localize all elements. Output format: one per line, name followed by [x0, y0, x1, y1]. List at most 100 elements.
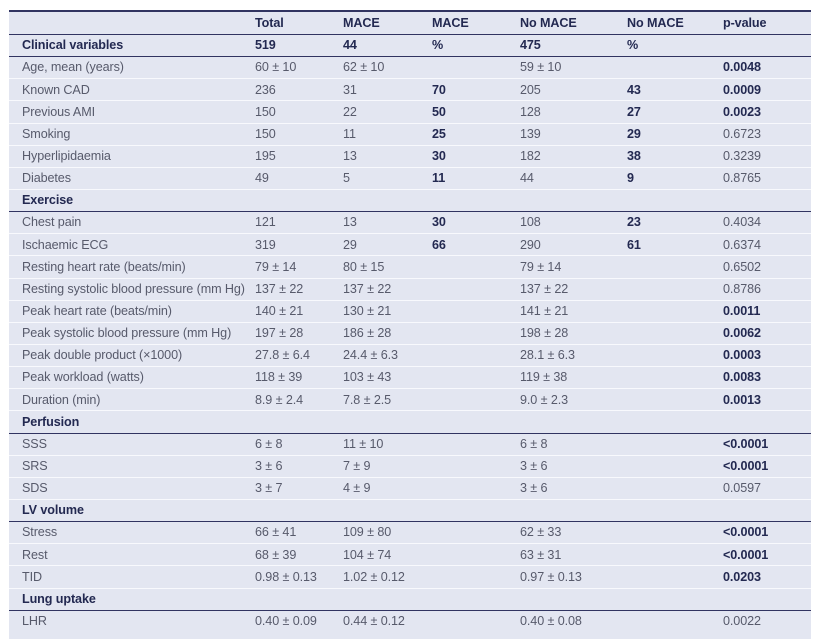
value-cell: 0.0009 — [723, 82, 761, 97]
value-cell: 197 ± 28 — [255, 326, 304, 341]
value-cell: 319 — [255, 237, 276, 252]
table-row: Smoking 150 11 25 139 29 0.6723 — [9, 124, 811, 146]
table-row: Ischaemic ECG 319 29 66 290 61 0.6374 — [9, 234, 811, 257]
value-cell: 0.98 ± 0.13 — [255, 569, 317, 584]
value-cell: 119 ± 38 — [520, 370, 568, 385]
value-cell: 0.0022 — [723, 614, 761, 629]
value-cell: 0.0203 — [723, 569, 761, 584]
value-cell: 24.4 ± 6.3 — [343, 348, 398, 363]
row-label: Smoking — [22, 126, 71, 141]
value-cell: 0.8786 — [723, 281, 761, 296]
value-cell: <0.0001 — [723, 525, 769, 540]
value-cell: 118 ± 39 — [255, 370, 303, 385]
value-cell: 3 ± 6 — [255, 458, 283, 473]
section-row: Perfusion — [9, 411, 811, 434]
section-label: Lung uptake — [22, 591, 96, 606]
value-cell: 0.4034 — [723, 215, 761, 230]
value-cell: 205 — [520, 82, 541, 97]
value-cell: 49 — [255, 171, 269, 186]
value-cell: 0.0013 — [723, 392, 761, 407]
clinical-table: Total MACE MACE No MACE No MACE p-value Clinic… — [9, 10, 811, 639]
row-label: Duration (min) — [22, 392, 101, 407]
column-header: p-value — [723, 15, 767, 30]
value-cell: 11 — [343, 126, 356, 141]
value-cell: 1.02 ± 0.12 — [343, 569, 405, 584]
value-cell: 0.3239 — [723, 148, 761, 163]
value-cell: 121 — [255, 215, 276, 230]
subheader-cell: 44 — [343, 38, 357, 53]
table-row: SDS 3 ± 7 4 ± 9 3 ± 6 0.0597 — [9, 478, 811, 500]
value-cell: 0.8765 — [723, 171, 761, 186]
subheader-cell: % — [432, 38, 444, 53]
row-label: Peak heart rate (beats/min) — [22, 303, 172, 318]
value-cell: <0.0001 — [723, 547, 769, 562]
value-cell: 25 — [432, 126, 446, 141]
value-cell: 7 ± 9 — [343, 458, 371, 473]
value-cell: 150 — [255, 104, 276, 119]
value-cell: 3 ± 6 — [520, 481, 548, 496]
table-row: Age, mean (years) 60 ± 10 62 ± 10 59 ± 10 0.… — [9, 57, 811, 80]
value-cell: 137 ± 22 — [343, 281, 392, 296]
value-cell: 50 — [432, 104, 446, 119]
value-cell: 137 ± 22 — [255, 281, 304, 296]
value-cell: 137 ± 22 — [520, 281, 569, 296]
value-cell: 23 — [627, 215, 641, 230]
value-cell: 62 ± 33 — [520, 525, 562, 540]
value-cell: 130 ± 21 — [343, 303, 392, 318]
table-row: LHR 0.40 ± 0.09 0.44 ± 0.12 0.40 ± 0.08 0.00… — [9, 611, 811, 633]
value-cell: 140 ± 21 — [255, 303, 304, 318]
row-label: Ischaemic ECG — [22, 237, 109, 252]
value-cell: 6 ± 8 — [255, 436, 283, 451]
value-cell: 13 — [343, 215, 357, 230]
column-header: MACE — [432, 15, 469, 30]
value-cell: 66 — [432, 237, 446, 252]
row-label: SDS — [22, 481, 48, 496]
section-row: LV volume — [9, 500, 811, 523]
table-row: Diabetes 49 5 11 44 9 0.8765 — [9, 168, 811, 190]
value-cell: 0.0003 — [723, 348, 761, 363]
value-cell: 109 ± 80 — [343, 525, 392, 540]
value-cell: 30 — [432, 215, 446, 230]
value-cell: 236 — [255, 82, 276, 97]
value-cell: 68 ± 39 — [255, 547, 297, 562]
value-cell: 70 — [432, 82, 446, 97]
column-header: No MACE — [627, 15, 684, 30]
subheader-row: Clinical variables 519 44% 475% — [9, 35, 811, 58]
value-cell: 31 — [343, 82, 357, 97]
value-cell: 0.40 ± 0.09 — [255, 614, 317, 629]
value-cell: 290 — [520, 237, 541, 252]
row-label: Peak systolic blood pressure (mm Hg) — [22, 326, 232, 341]
row-label: Resting systolic blood pressure (mm Hg) — [22, 281, 245, 296]
row-label: Chest pain — [22, 215, 82, 230]
table-row: TID 0.98 ± 0.13 1.02 ± 0.12 0.97 ± 0.13 0.02… — [9, 566, 811, 589]
section-row: Exercise — [9, 190, 811, 213]
section-label: Exercise — [22, 193, 74, 208]
value-cell: 11 — [432, 171, 446, 186]
table-row: Resting heart rate (beats/min) 79 ± 14 80 … — [9, 256, 811, 279]
value-cell: 128 — [520, 104, 541, 119]
value-cell: 80 ± 15 — [343, 259, 385, 274]
row-label: Diabetes — [22, 171, 71, 186]
value-cell: 6 ± 8 — [520, 436, 548, 451]
table-row: Chest pain 121 13 30 108 23 0.4034 — [9, 212, 811, 235]
section-row: Lung uptake — [9, 589, 811, 611]
value-cell: 61 — [627, 237, 641, 252]
value-cell: 8.9 ± 2.4 — [255, 392, 304, 407]
table-row: Stress 66 ± 41 109 ± 80 62 ± 33 <0.0001 — [9, 522, 811, 545]
value-cell: 195 — [255, 148, 276, 163]
subheader-cell: 519 — [255, 38, 276, 53]
value-cell: 182 — [520, 148, 541, 163]
table-row: Previous AMI 150 22 50 128 27 0.0023 — [9, 101, 811, 124]
row-label: SRS — [22, 458, 48, 473]
row-label: LHR — [22, 614, 47, 629]
subheader-cell: % — [627, 38, 639, 53]
value-cell: 108 — [520, 215, 541, 230]
row-label: Stress — [22, 525, 58, 540]
value-cell: 43 — [627, 82, 641, 97]
table-row: SSS 6 ± 8 11 ± 10 6 ± 8 <0.0001 — [9, 434, 811, 456]
value-cell: 0.0597 — [723, 481, 761, 496]
row-label: Resting heart rate (beats/min) — [22, 259, 186, 274]
value-cell: 59 ± 10 — [520, 60, 562, 75]
table-row: Peak workload (watts) 118 ± 39 103 ± 43 119… — [9, 367, 811, 390]
row-label: Rest — [22, 547, 48, 562]
